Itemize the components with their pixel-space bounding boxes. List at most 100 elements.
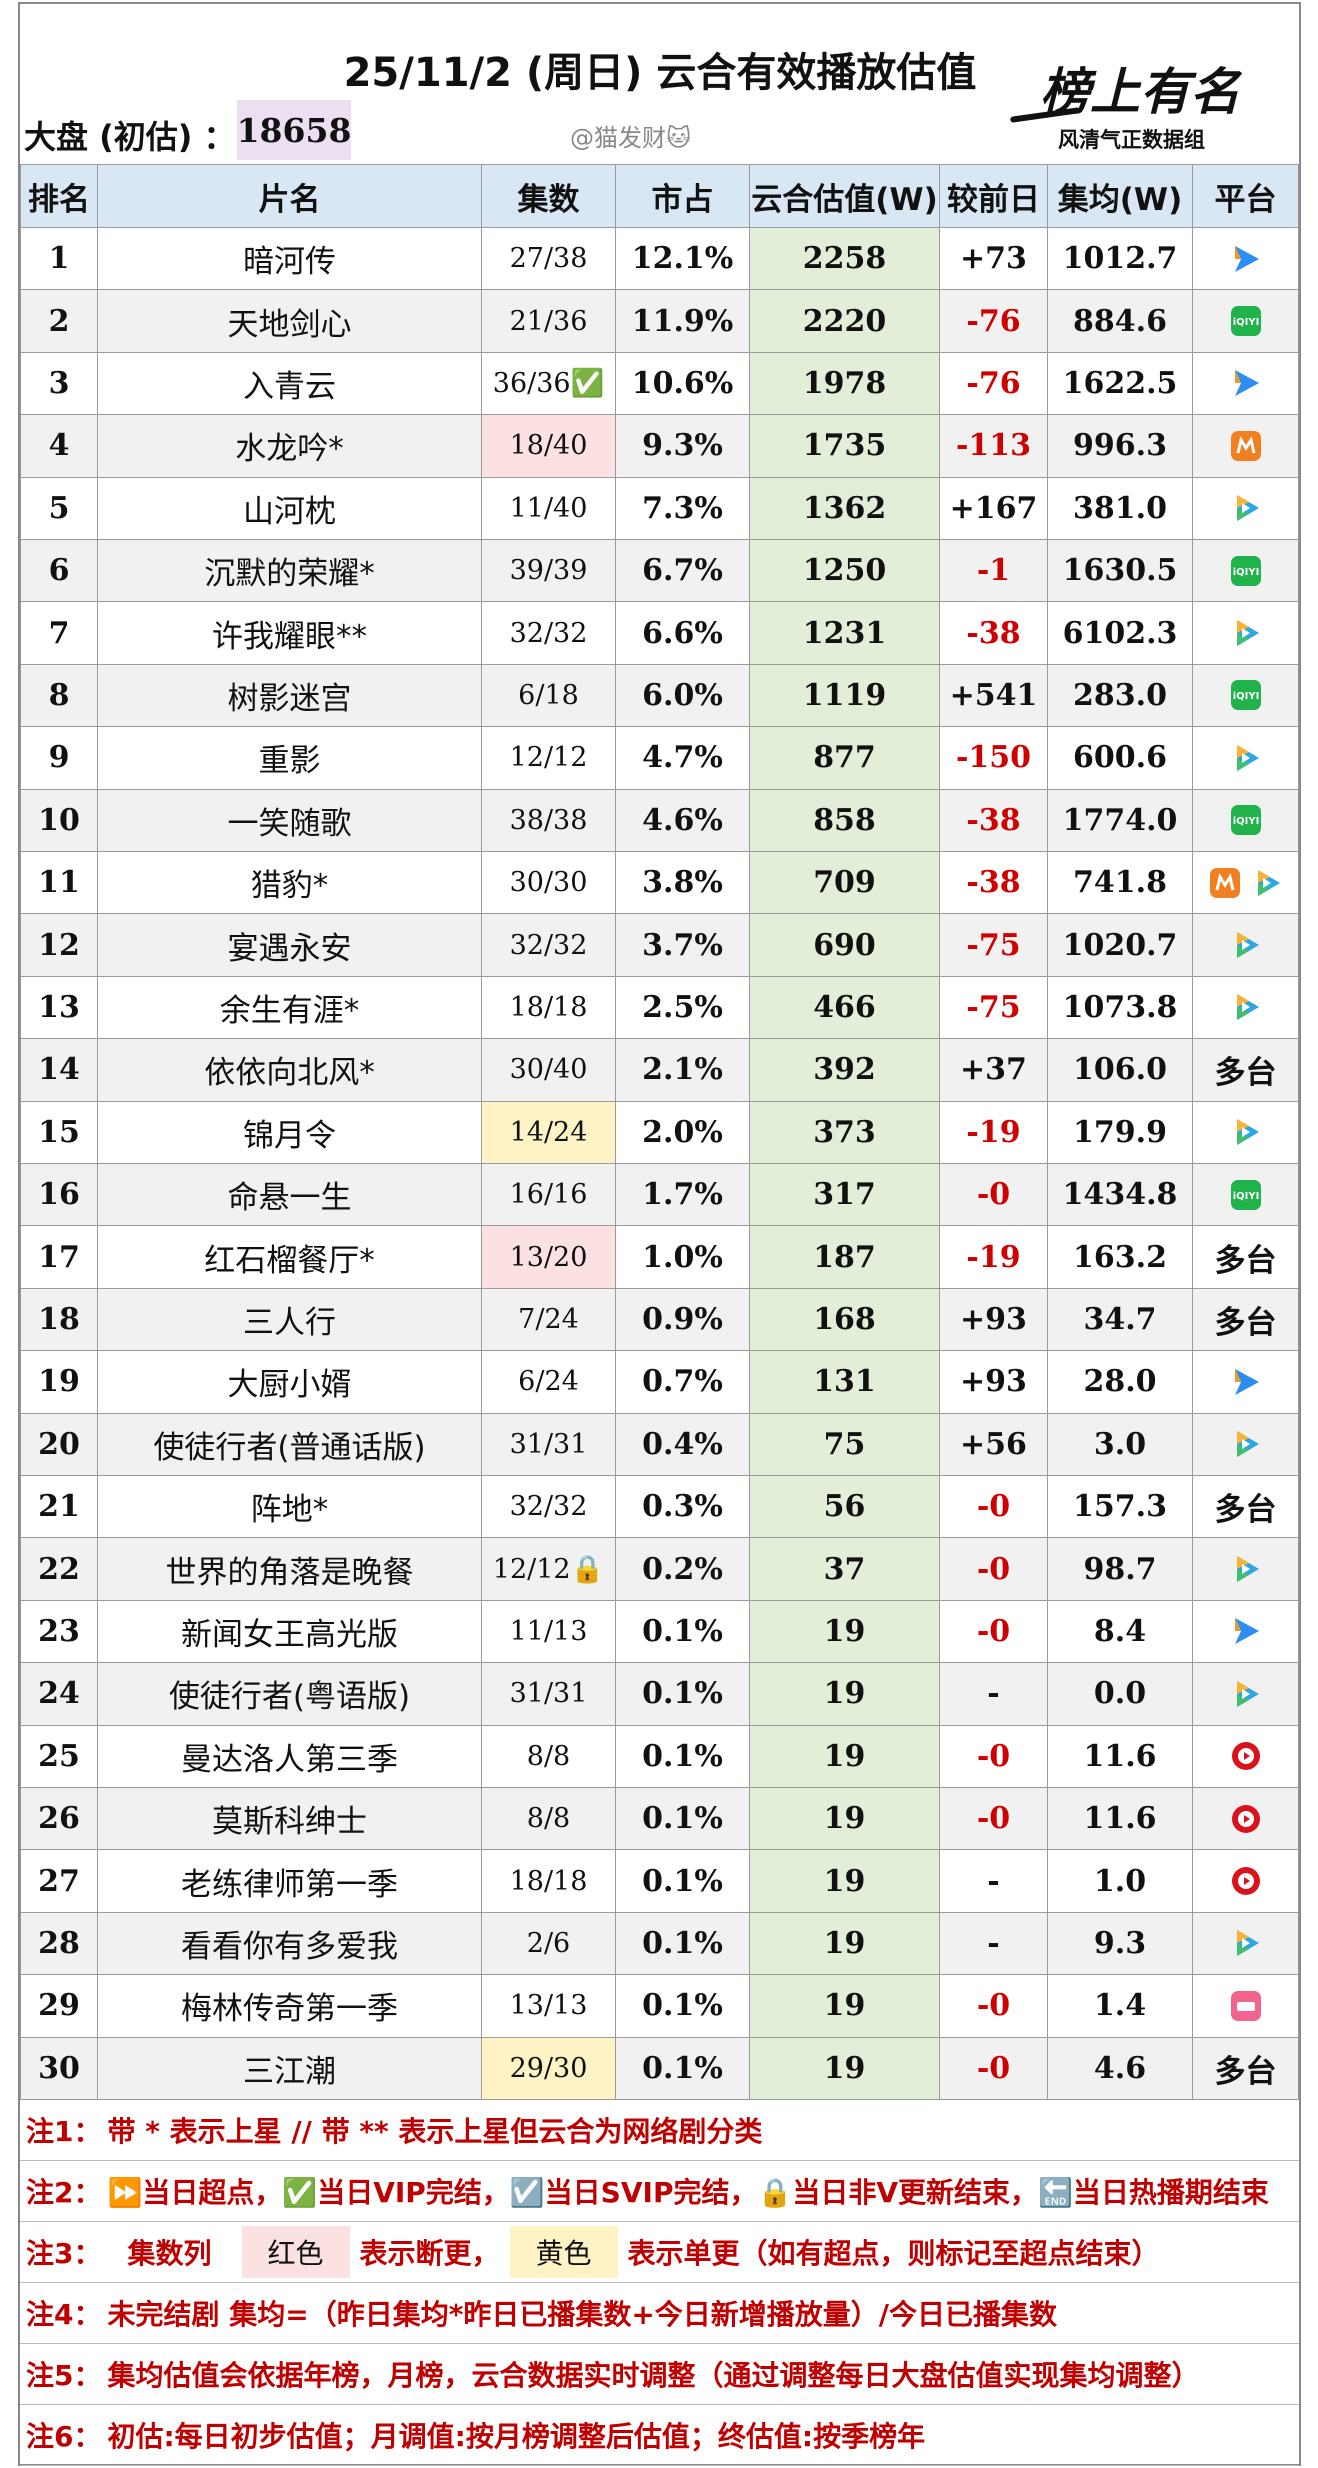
episodes: 30/40 <box>482 1039 616 1102</box>
svg-text:iQIYI: iQIYI <box>1232 567 1259 578</box>
platform <box>1193 1101 1299 1164</box>
average: 157.3 <box>1048 1476 1193 1539</box>
note-label: 注6： <box>26 2420 102 2453</box>
platform-icon <box>1209 867 1240 898</box>
episodes: 32/32 <box>482 914 616 977</box>
column-header: 平台 <box>1193 164 1299 228</box>
platform-icon <box>1231 1804 1260 1833</box>
estimate: 19 <box>750 1912 940 1976</box>
platform <box>1193 1788 1299 1851</box>
change: +37 <box>940 1039 1048 1102</box>
estimate: 56 <box>750 1476 940 1539</box>
average: 34.7 <box>1048 1288 1193 1352</box>
platform: 多台 <box>1193 1288 1299 1352</box>
platform-icon <box>1236 744 1259 771</box>
average: 9.3 <box>1048 1912 1193 1976</box>
platform-icon <box>1230 430 1261 461</box>
column-header: 集数 <box>482 164 616 228</box>
rank: 6 <box>20 540 98 603</box>
title: 宴遇永安 <box>98 914 482 977</box>
average: 8.4 <box>1048 1600 1193 1664</box>
estimate: 1735 <box>750 415 940 478</box>
platform-icon <box>1236 932 1259 959</box>
estimate: 168 <box>750 1288 940 1352</box>
total-label: 大盘 (初估) ： <box>24 118 236 156</box>
title: 依依向北风* <box>98 1039 482 1102</box>
logo-sub: 风清气正数据组 <box>1058 128 1205 152</box>
rank: 10 <box>20 789 98 852</box>
share: 2.0% <box>616 1101 750 1164</box>
platform: iQIYI <box>1193 664 1299 728</box>
change: -150 <box>940 727 1048 790</box>
note-text: 未完结剧 集均=（昨日集均*昨日已播集数+今日新增播放量）/今日已播集数 <box>107 2298 1058 2331</box>
platform-icon <box>1236 620 1259 647</box>
platform: 多台 <box>1193 1476 1299 1539</box>
title: 入青云 <box>98 352 482 416</box>
change: -38 <box>940 789 1048 852</box>
platform: iQIYI <box>1193 789 1299 852</box>
average: 11.6 <box>1048 1788 1193 1851</box>
average: 1774.0 <box>1048 789 1193 852</box>
episodes: 11/13 <box>482 1600 616 1664</box>
episodes: 30/30 <box>482 852 616 915</box>
svg-text:iQIYI: iQIYI <box>1232 691 1259 702</box>
change: -38 <box>940 602 1048 665</box>
note: 注6： 初估:每日初步估值；月调值:按月榜调整后估值；终估值:按季榜年 <box>20 2405 1299 2466</box>
estimate: 466 <box>750 976 940 1040</box>
share: 4.6% <box>616 789 750 852</box>
title: 阵地* <box>98 1476 482 1539</box>
estimate: 19 <box>750 1788 940 1851</box>
rank: 14 <box>20 1039 98 1102</box>
platform-icon <box>1236 1680 1259 1707</box>
rank: 27 <box>20 1850 98 1913</box>
rank: 4 <box>20 415 98 478</box>
share: 6.7% <box>616 540 750 603</box>
rank: 15 <box>20 1101 98 1164</box>
title: 余生有涯* <box>98 976 482 1040</box>
platform <box>1193 477 1299 540</box>
platform-icon <box>1236 1431 1259 1458</box>
average: 600.6 <box>1048 727 1193 790</box>
average: 0.0 <box>1048 1663 1193 1726</box>
change: -38 <box>940 852 1048 915</box>
share: 6.0% <box>616 664 750 728</box>
episodes: 6/18 <box>482 664 616 728</box>
share: 0.1% <box>616 1975 750 2038</box>
platform-icon <box>1236 495 1259 522</box>
estimate: 1231 <box>750 602 940 665</box>
estimate: 19 <box>750 1725 940 1788</box>
rank: 9 <box>20 727 98 790</box>
change: +167 <box>940 477 1048 540</box>
note: 注5： 集均估值会依据年榜，月榜，云合数据实时调整（通过调整每日大盘估值实现集均调… <box>20 2344 1299 2405</box>
svg-text:iQIYI: iQIYI <box>1232 317 1259 328</box>
estimate: 37 <box>750 1538 940 1601</box>
total-value: 18658 <box>237 100 351 160</box>
episodes: 31/31 <box>482 1413 616 1476</box>
estimate: 19 <box>750 1850 940 1913</box>
change: -0 <box>940 1538 1048 1601</box>
column-header: 云合估值(W) <box>750 164 940 228</box>
rank: 7 <box>20 602 98 665</box>
episodes: 13/20 <box>482 1226 616 1289</box>
average: 6102.3 <box>1048 602 1193 665</box>
platform <box>1193 1912 1299 1976</box>
share: 0.1% <box>616 1663 750 1726</box>
platform: 多台 <box>1193 1039 1299 1102</box>
share: 0.1% <box>616 1912 750 1976</box>
title: 莫斯科绅士 <box>98 1788 482 1851</box>
platform <box>1193 976 1299 1040</box>
estimate: 187 <box>750 1226 940 1289</box>
average: 163.2 <box>1048 1226 1193 1289</box>
change: -76 <box>940 290 1048 353</box>
note-text: 集均估值会依据年榜，月榜，云合数据实时调整（通过调整每日大盘估值实现集均调整） <box>107 2359 1200 2392</box>
share: 0.4% <box>616 1413 750 1476</box>
title: 猎豹* <box>98 852 482 915</box>
change: -0 <box>940 1476 1048 1539</box>
episodes: 31/31 <box>482 1663 616 1726</box>
average: 741.8 <box>1048 852 1193 915</box>
estimate: 1250 <box>750 540 940 603</box>
platform <box>1193 727 1299 790</box>
change: -113 <box>940 415 1048 478</box>
episodes: 36/36✅ <box>482 352 616 416</box>
